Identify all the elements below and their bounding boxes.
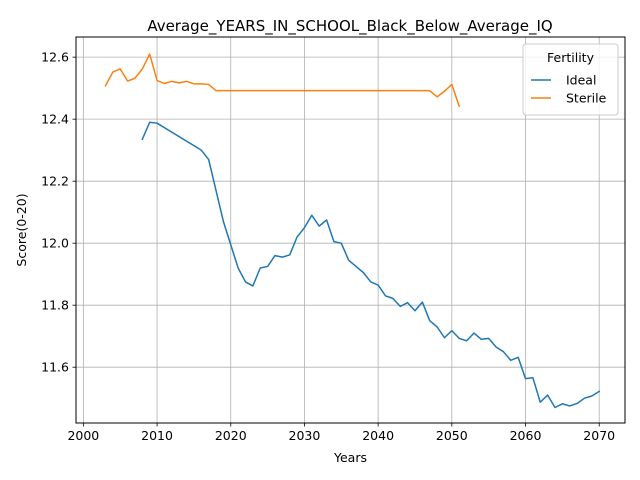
y-axis-label: Score(0-20) (14, 193, 29, 266)
legend-label-sterile: Sterile (566, 91, 607, 106)
legend: Fertility Ideal Sterile (522, 43, 619, 116)
y-tick-label: 11.8 (41, 298, 69, 313)
x-tick-label: 2010 (141, 428, 173, 443)
x-tick-label: 2070 (583, 428, 615, 443)
x-tick-label: 2050 (436, 428, 468, 443)
x-tick-label: 2030 (289, 428, 321, 443)
x-tick-label: 2040 (362, 428, 394, 443)
series-line-sterile (104, 53, 461, 108)
legend-title: Fertility (547, 50, 595, 65)
x-tick-label: 2020 (215, 428, 247, 443)
y-tick-label: 12.2 (41, 174, 69, 189)
y-tick-label: 12.6 (41, 50, 69, 65)
y-tick-label: 12.4 (41, 112, 69, 127)
x-tick-label: 2000 (67, 428, 99, 443)
x-axis-label: Years (333, 450, 367, 465)
y-tick-label: 11.6 (41, 360, 69, 375)
x-tick-label: 2060 (510, 428, 542, 443)
series-line-ideal (141, 121, 601, 409)
series-lines (104, 53, 601, 409)
axis-ticks: 2000 2010 2020 2030 2040 2050 2060 2070 11.6 11.8… (41, 50, 615, 443)
plot-frame (75, 36, 626, 424)
y-tick-label: 12.0 (41, 236, 69, 251)
legend-label-ideal: Ideal (566, 73, 596, 88)
chart-title: Average_YEARS_IN_SCHOOL_Black_Below_Aver… (147, 17, 552, 36)
